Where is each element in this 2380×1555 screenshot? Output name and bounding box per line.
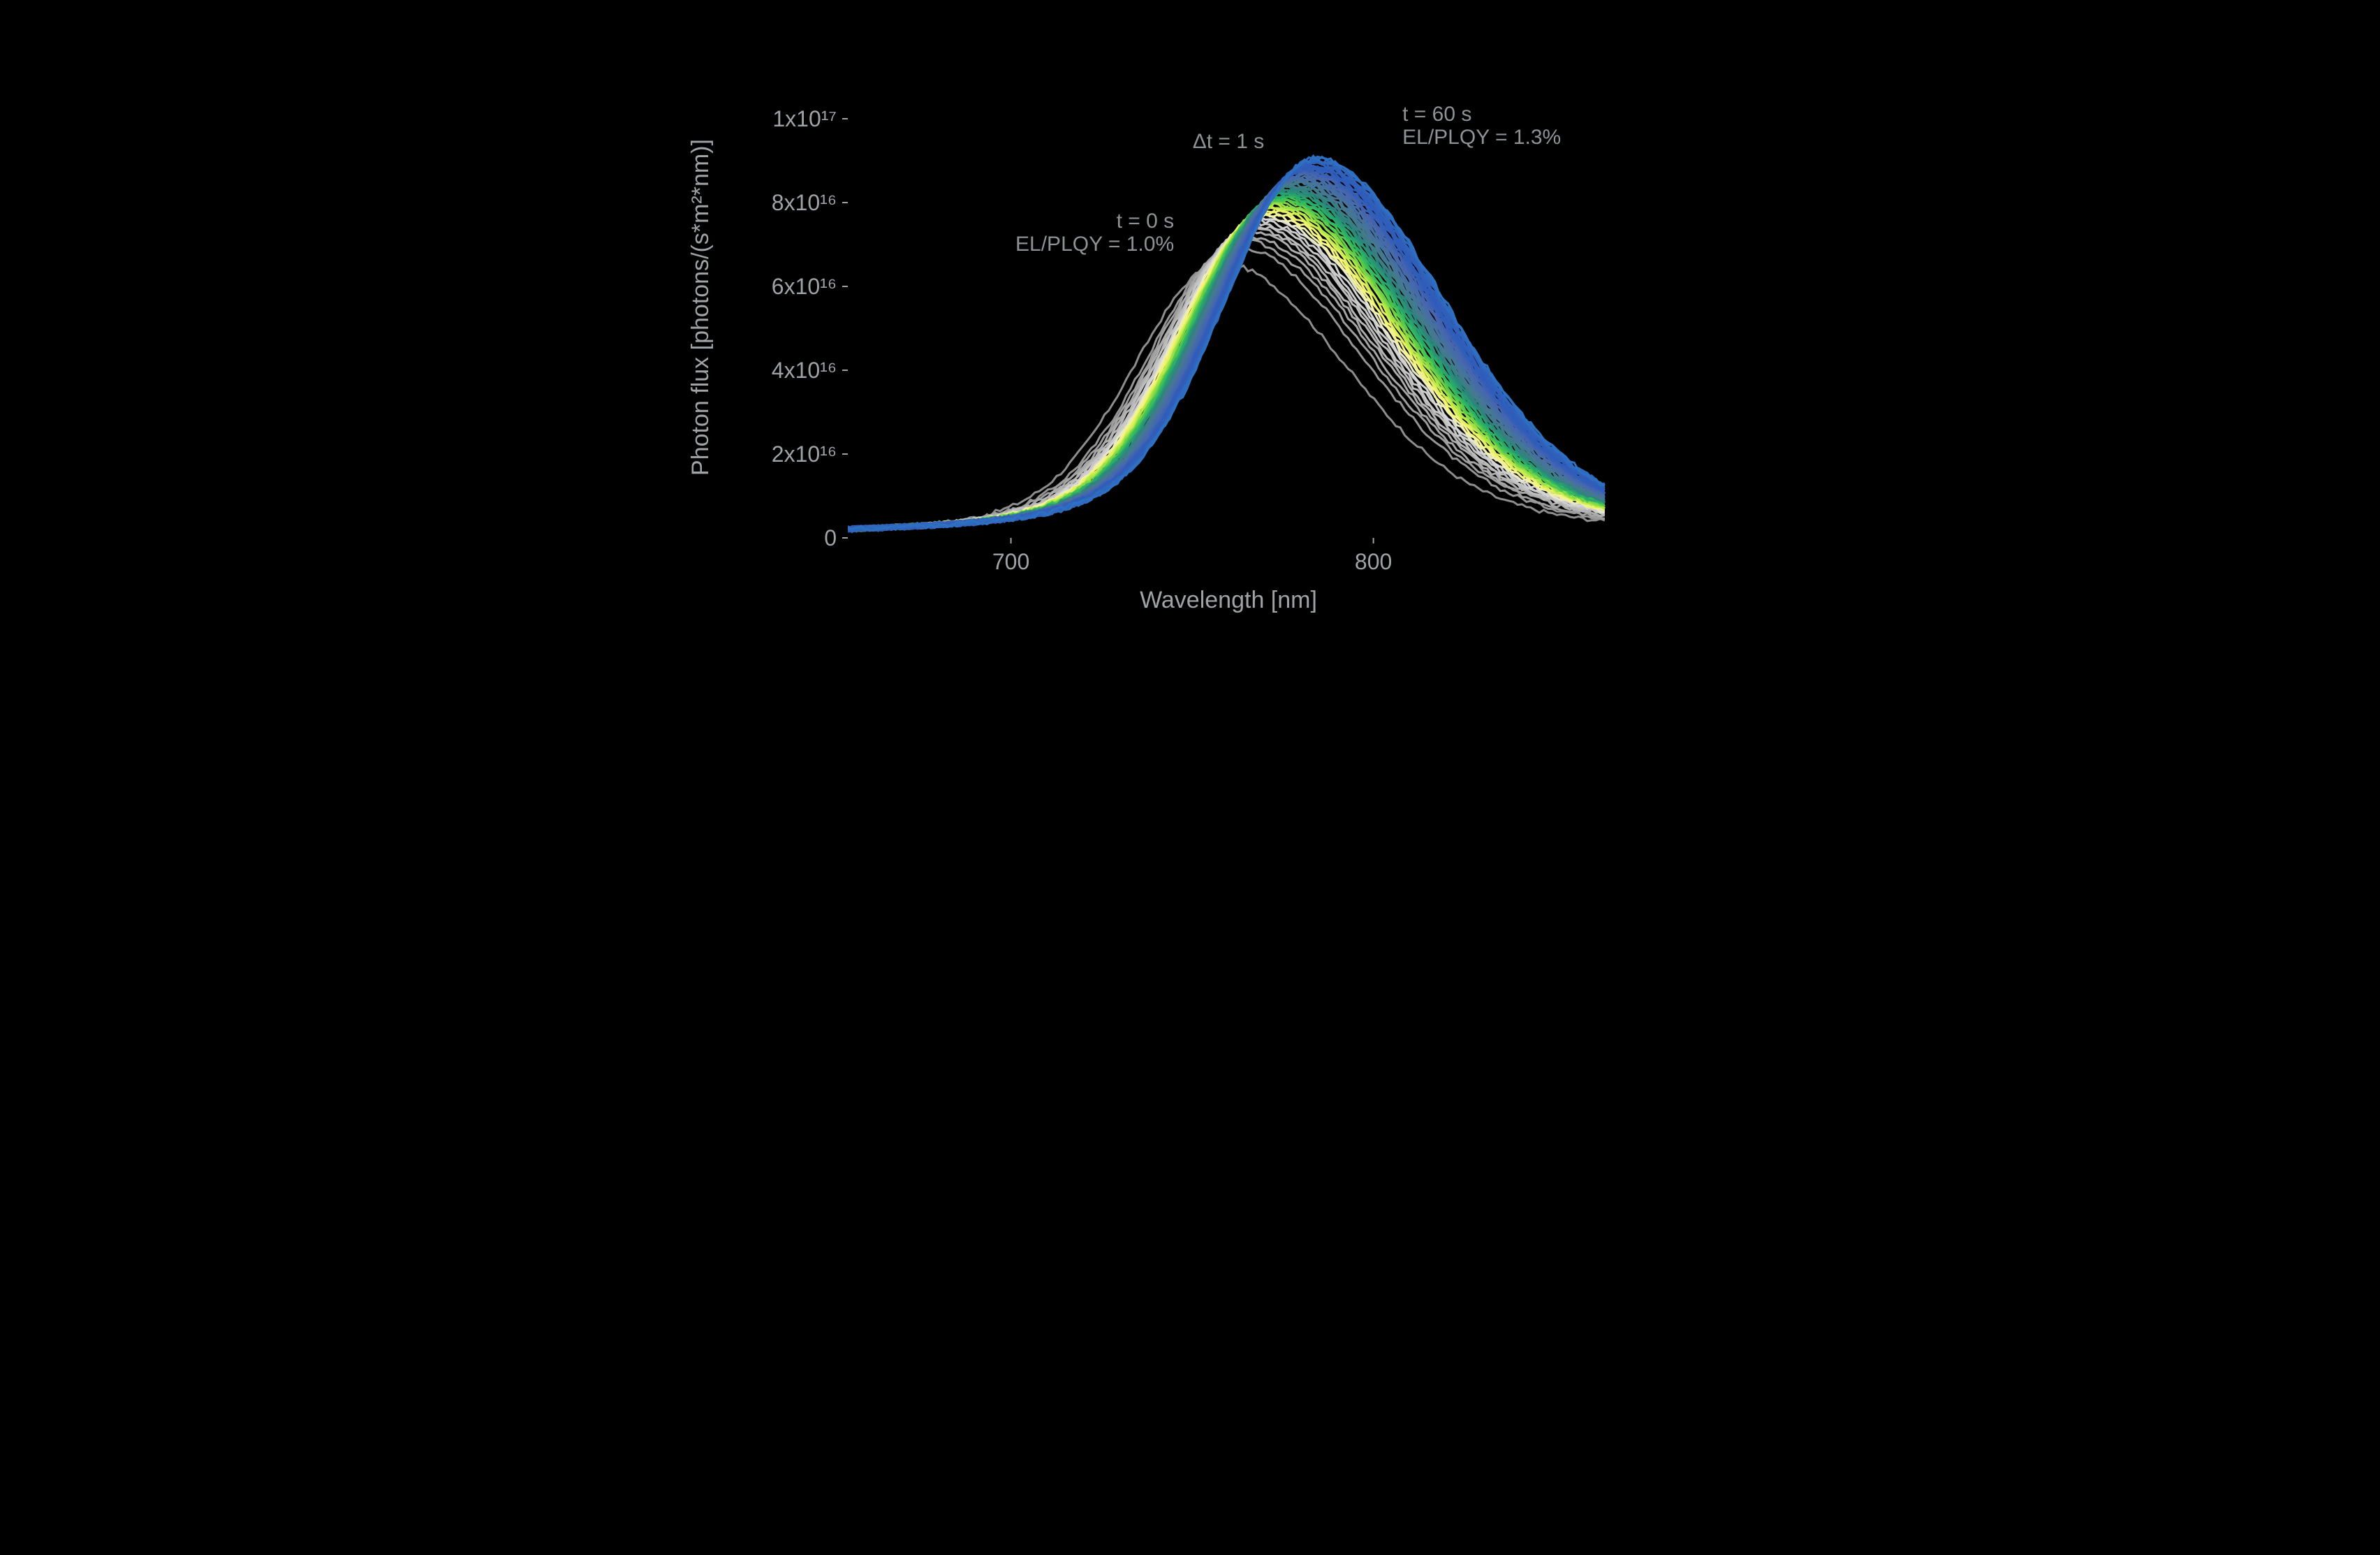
- y-tick-label: 2x10¹⁶: [772, 441, 837, 467]
- spectrum-curve: [848, 200, 1605, 531]
- y-axis-label: Photon flux [photons/(s*m²*nm)]: [687, 139, 714, 476]
- x-tick-label: 800: [1355, 549, 1392, 574]
- x-axis-label: Wavelength [nm]: [1140, 587, 1317, 613]
- spectrum-curve: [848, 186, 1605, 532]
- y-tick-label: 8x10¹⁶: [772, 190, 837, 215]
- spectrum-curve: [848, 186, 1605, 532]
- y-tick-label: 6x10¹⁶: [772, 274, 837, 299]
- annotation-t60-line2: EL/PLQY = 1.3%: [1402, 126, 1561, 149]
- annotation-delta-t: Δt = 1 s: [1193, 130, 1265, 153]
- spectrum-chart: 700 800 0 2x10¹⁶ 4x10¹⁶ 6x10¹⁶ 8x10¹⁶ 1x10¹⁷ Wav…: [666, 0, 1714, 685]
- annotation-t0-line2: EL/PLQY = 1.0%: [1015, 233, 1174, 256]
- y-tick-label: 1x10¹⁷: [772, 106, 837, 131]
- annotation-t60-line1: t = 60 s: [1402, 103, 1471, 126]
- x-tick-label: 700: [992, 549, 1029, 574]
- annotation-t0-line1: t = 0 s: [1117, 210, 1175, 233]
- curves-group: [848, 156, 1605, 532]
- y-tick-label: 0: [824, 525, 837, 550]
- y-tick-label: 4x10¹⁶: [772, 358, 837, 383]
